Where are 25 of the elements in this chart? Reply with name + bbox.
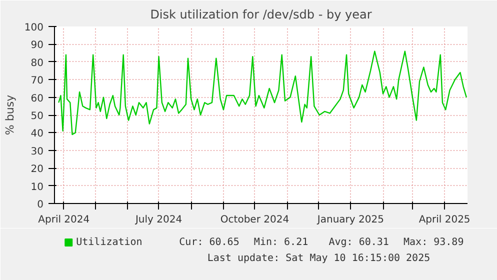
y-tick-label: 10 bbox=[30, 182, 44, 193]
x-tick-label: April 2024 bbox=[38, 214, 90, 226]
x-tick-label: April 2025 bbox=[418, 214, 470, 226]
text: Min: 6.21 bbox=[254, 237, 308, 248]
y-tick-label: 0 bbox=[37, 200, 44, 210]
y-tick-label: 80 bbox=[30, 58, 44, 69]
y-tick-label: 30 bbox=[30, 146, 44, 158]
x-tick-label: October 2024 bbox=[220, 214, 290, 226]
text: Last update: Sat May 10 16:15:00 2025 bbox=[207, 253, 430, 264]
x-tick-label: January 2025 bbox=[316, 214, 384, 226]
text: Cur: 60.65 bbox=[179, 237, 240, 248]
y-tick-label: 20 bbox=[30, 164, 44, 176]
y-axis-title: % busy bbox=[3, 94, 16, 136]
y-tick-label: 60 bbox=[30, 93, 44, 104]
text: Max: 93.89 bbox=[404, 237, 464, 248]
y-tick-label: 40 bbox=[30, 128, 44, 140]
legend-label: Utilization bbox=[76, 237, 142, 248]
y-tick-label: 70 bbox=[30, 76, 44, 87]
y-tick-label: 100 bbox=[24, 22, 44, 34]
y-tick-label: 90 bbox=[30, 40, 44, 52]
y-tick-label: 50 bbox=[30, 111, 44, 122]
text: Avg: 60.31 bbox=[328, 237, 389, 248]
line-series bbox=[58, 50, 468, 136]
chart-title: Disk utilization for /dev/sdb - by year bbox=[150, 8, 372, 22]
x-tick-label: July 2024 bbox=[134, 214, 182, 226]
